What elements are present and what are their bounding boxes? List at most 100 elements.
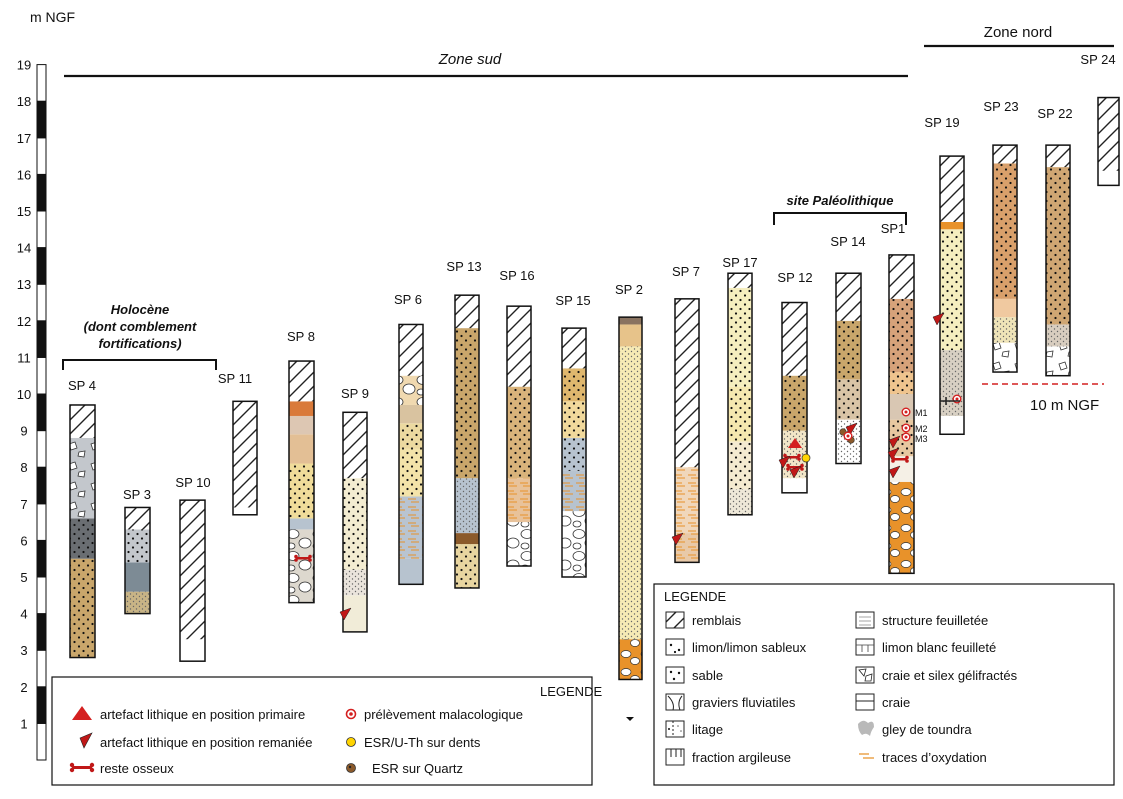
texture-overlay (993, 163, 1017, 299)
fill-layer (289, 361, 314, 402)
oxidation-swatch (859, 753, 874, 759)
reworked-artifact-icon (789, 465, 802, 479)
sediment-layer (399, 404, 423, 424)
section-column (506, 305, 532, 567)
legend-symbols: LEGENDE artefact lithique en position pr… (51, 676, 602, 786)
section-column (1045, 144, 1071, 377)
sediment-layer (125, 562, 150, 592)
legend-lithology-title: LEGENDE (664, 589, 726, 604)
column-outline (232, 400, 258, 516)
fill-layer (70, 404, 95, 438)
section-label: SP 3 (123, 487, 151, 502)
sediment-layer (289, 415, 314, 435)
scale-tick-label: 10 (17, 387, 31, 402)
section-label: SP 10 (175, 475, 210, 490)
fill-layer (836, 273, 861, 321)
gravel-swatch (665, 693, 685, 711)
column-outline (618, 316, 643, 681)
section-column (674, 298, 700, 564)
column-outline (888, 254, 915, 575)
legend-item: ESR sur Quartz (372, 761, 463, 776)
legend-item: prélèvement malacologique (364, 707, 523, 722)
fill-layer (782, 302, 807, 376)
texture-overlay (70, 558, 95, 658)
scale-segment (36, 100, 47, 139)
texture-overlay (455, 544, 479, 588)
texture-overlay (289, 529, 314, 603)
sediment-layer (940, 415, 964, 435)
holocene-label-2: (dont comblement (84, 319, 197, 334)
column-outline (69, 404, 96, 659)
scale-tick-label: 7 (20, 497, 27, 512)
section-label: SP 7 (672, 264, 700, 279)
section-label: SP 19 (924, 115, 959, 130)
sediment-layer (233, 507, 257, 515)
column-outline (781, 301, 808, 494)
reworked-artifact-icon (778, 455, 791, 469)
scale-segment (36, 283, 47, 322)
texture-overlay (993, 317, 1017, 343)
scale-tick-label: 1 (20, 716, 27, 731)
scale-segment (36, 649, 47, 688)
scale-segment (36, 356, 47, 395)
texture-overlay (399, 448, 423, 497)
scale-segment (36, 393, 47, 432)
tundra-gley-swatch (858, 720, 874, 736)
texture-overlay (562, 511, 586, 577)
sediment-layer (399, 558, 423, 585)
fill-layer (562, 328, 586, 369)
sediment-layer (1098, 170, 1119, 186)
texture-overlay (619, 346, 642, 640)
reworked-artifact-icon (671, 532, 684, 546)
legend-item: remblais (692, 613, 742, 628)
section-label: SP 24 (1080, 52, 1115, 67)
section-column (124, 506, 151, 615)
clay-swatch (665, 748, 685, 766)
section-label: SP1 (881, 221, 906, 236)
sample-label-m1: M1 (915, 408, 928, 418)
texture-overlay (70, 518, 95, 559)
sediment-layer (289, 434, 314, 464)
fill-layer (455, 295, 479, 329)
reworked-artifact-icon (79, 732, 93, 749)
texture-overlay (889, 298, 914, 373)
texture-overlay (289, 463, 314, 519)
section-column (888, 254, 915, 575)
legend-item: sable (692, 668, 723, 683)
column-outline (561, 327, 587, 578)
section-column (781, 301, 808, 494)
esr-quartz-icon (346, 763, 356, 773)
legend-symbols-title: LEGENDE (540, 684, 602, 699)
texture-overlay (507, 386, 531, 479)
texture-overlay (728, 489, 752, 515)
column-outline (454, 294, 480, 589)
section-label: SP 11 (218, 371, 252, 386)
scale-segment (36, 210, 47, 249)
fill-hatch-swatch (665, 611, 685, 629)
malacology-sample-icon (901, 432, 911, 442)
scale-tick-label: 16 (17, 167, 31, 182)
column-outline (288, 360, 315, 604)
texture-overlay (343, 478, 367, 570)
section-column (939, 155, 965, 436)
section-column (232, 400, 258, 516)
scale-segment (36, 503, 47, 541)
sample-label-m2: M2 (915, 424, 928, 434)
texture-overlay (562, 368, 586, 402)
legend-item: craie et silex gélifractés (882, 668, 1018, 683)
column-outline (992, 144, 1018, 373)
texture-overlay (836, 320, 861, 380)
section-label: SP 4 (68, 378, 96, 393)
texture-overlay (399, 423, 423, 449)
texture-overlay (728, 386, 752, 442)
texture-overlay (889, 481, 914, 574)
scale-tick-label: 9 (20, 424, 27, 439)
texture-overlay (836, 379, 861, 420)
legend-item: structure feuilletée (882, 613, 988, 628)
column-outline (727, 272, 753, 516)
column-outline (124, 506, 151, 615)
texture-overlay (1046, 167, 1070, 325)
texture-overlay (940, 350, 964, 416)
scale-tick-label: 13 (17, 277, 31, 292)
